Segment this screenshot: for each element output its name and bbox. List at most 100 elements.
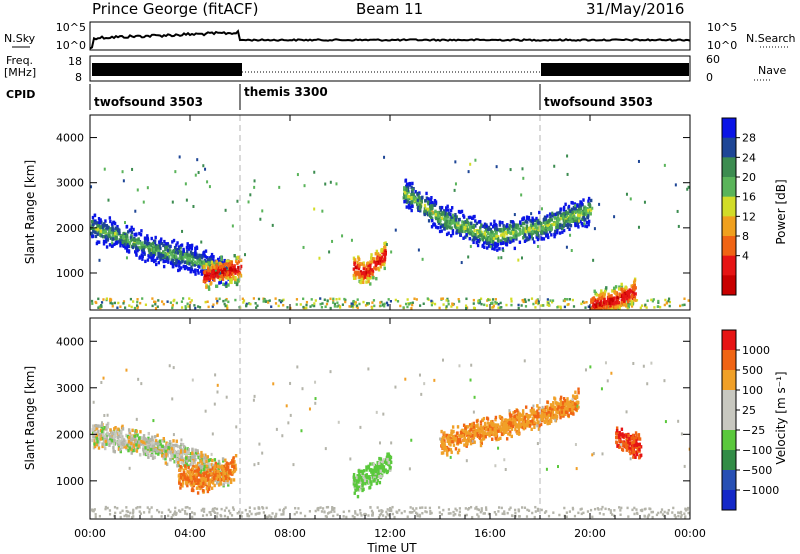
heatmap-cell xyxy=(405,188,409,192)
heatmap-cell xyxy=(100,220,103,224)
heatmap-cell xyxy=(205,471,208,476)
heatmap-cell xyxy=(364,513,368,516)
heatmap-cell xyxy=(403,510,406,513)
heatmap-cell xyxy=(521,231,524,235)
heatmap-cell xyxy=(103,426,106,430)
heatmap-cell xyxy=(187,458,190,462)
heatmap-cell xyxy=(100,429,104,434)
heatmap-cell xyxy=(593,298,597,302)
heatmap-cell xyxy=(217,275,220,280)
heatmap-cell xyxy=(132,448,135,453)
heatmap-cell xyxy=(202,467,206,472)
heatmap-cell xyxy=(156,433,159,438)
heatmap-cell xyxy=(107,226,111,231)
heatmap-cell xyxy=(132,227,135,232)
heatmap-cell xyxy=(604,287,608,292)
heatmap-cell xyxy=(114,237,117,241)
heatmap-cell xyxy=(91,302,94,305)
heatmap-cell xyxy=(135,238,138,242)
heatmap-cell xyxy=(215,474,219,478)
heatmap-cell xyxy=(170,516,173,519)
heatmap-cell xyxy=(444,214,447,218)
heatmap-cell xyxy=(154,247,158,252)
heatmap-cell xyxy=(684,507,687,511)
heatmap-cell xyxy=(163,454,166,459)
heatmap-cell xyxy=(200,240,203,244)
heatmap-cell xyxy=(535,299,538,302)
heatmap-cell xyxy=(313,170,316,174)
heatmap-cell xyxy=(179,465,182,469)
heatmap-cell xyxy=(111,431,114,436)
heatmap-cell xyxy=(511,514,514,518)
heatmap-cell xyxy=(577,511,580,515)
heatmap-cell xyxy=(475,221,479,226)
heatmap-cell xyxy=(433,198,437,203)
heatmap-cell xyxy=(674,183,677,187)
heatmap-cell xyxy=(510,303,513,307)
heatmap-cell xyxy=(513,416,517,421)
heatmap-cell xyxy=(222,478,225,482)
heatmap-cell xyxy=(471,231,475,236)
heatmap-cell xyxy=(381,514,385,517)
heatmap-cell xyxy=(305,300,309,304)
heatmap-cell xyxy=(314,509,317,513)
heatmap-cell xyxy=(510,297,513,301)
heatmap-cell xyxy=(224,208,227,212)
heatmap-cell xyxy=(154,435,157,439)
heatmap-cell xyxy=(521,217,524,222)
heatmap-cell xyxy=(177,463,180,468)
heatmap-cell xyxy=(197,484,201,488)
heatmap-cell xyxy=(384,245,387,249)
heatmap-cell xyxy=(156,256,159,260)
heatmap-cell xyxy=(460,261,463,265)
heatmap-cell xyxy=(614,291,617,295)
heatmap-cell xyxy=(677,511,680,514)
heatmap-cell xyxy=(166,248,170,253)
heatmap-cell xyxy=(408,511,412,514)
heatmap-cell xyxy=(578,210,581,215)
heatmap-cell xyxy=(408,196,411,201)
heatmap-cell xyxy=(520,256,523,260)
heatmap-cell xyxy=(565,245,568,249)
heatmap-cell xyxy=(546,220,549,225)
heatmap-cell xyxy=(170,444,173,448)
heatmap-cell xyxy=(186,249,189,254)
heatmap-cell xyxy=(202,164,205,168)
heatmap-cell xyxy=(240,515,243,518)
heatmap-cell xyxy=(368,274,371,278)
heatmap-cell xyxy=(212,303,215,306)
heatmap-cell xyxy=(185,463,189,467)
heatmap-cell xyxy=(372,299,376,302)
heatmap-cell xyxy=(567,302,570,306)
heatmap-cell xyxy=(413,297,416,300)
heatmap-cell xyxy=(163,239,166,244)
heatmap-cell xyxy=(556,211,559,215)
heatmap-cell xyxy=(616,304,620,309)
heatmap-cell xyxy=(210,255,213,259)
heatmap-cell xyxy=(189,452,193,456)
heatmap-cell xyxy=(112,442,116,446)
heatmap-cell xyxy=(643,507,646,511)
heatmap-cell xyxy=(554,222,557,226)
heatmap-cell xyxy=(415,298,418,301)
heatmap-cell xyxy=(103,434,107,439)
heatmap-cell xyxy=(503,234,506,238)
heatmap-cell xyxy=(470,221,473,226)
heatmap-cell xyxy=(119,433,123,438)
heatmap-cell xyxy=(494,300,497,304)
heatmap-cell xyxy=(547,235,550,240)
heatmap-cell xyxy=(93,228,97,232)
heatmap-cell xyxy=(118,440,121,444)
heatmap-cell xyxy=(358,474,362,478)
heatmap-cell xyxy=(207,458,211,463)
heatmap-cell xyxy=(122,302,125,305)
heatmap-cell xyxy=(200,256,204,260)
heatmap-cell xyxy=(505,232,509,236)
heatmap-cell xyxy=(173,454,176,458)
heatmap-cell xyxy=(519,221,522,225)
heatmap-cell xyxy=(131,512,135,515)
heatmap-cell xyxy=(499,241,503,246)
heatmap-cell xyxy=(130,225,133,230)
heatmap-cell xyxy=(238,510,241,514)
